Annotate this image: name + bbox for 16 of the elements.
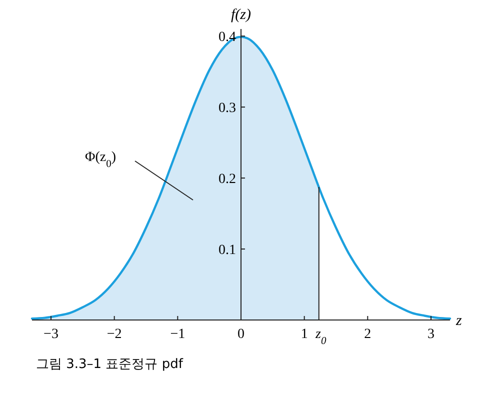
y-tick-label: 0.2 <box>218 172 236 188</box>
y-tick-label: 0.3 <box>218 101 236 116</box>
y-tick-label: 0.1 <box>218 243 236 258</box>
x-tick-label: 3 <box>428 327 434 342</box>
x-axis-title: z <box>455 313 462 329</box>
x-tick-label: −2 <box>106 327 122 342</box>
x-tick-label: 0 <box>238 327 244 342</box>
x-tick-label: 2 <box>364 327 372 342</box>
ref-line-label: z$_{0}$ <box>314 327 327 346</box>
y-axis-title: f(z) <box>231 7 251 23</box>
x-tick-label: 1 <box>300 327 308 342</box>
annotation: Φ(z$_{0}$) <box>85 150 116 170</box>
y-tick-label: 0.4 <box>218 30 236 46</box>
caption: 그림 3.3–1 표준정규 pdf <box>36 357 184 372</box>
x-tick-label: −3 <box>44 327 58 342</box>
x-tick-label: −1 <box>170 327 186 342</box>
